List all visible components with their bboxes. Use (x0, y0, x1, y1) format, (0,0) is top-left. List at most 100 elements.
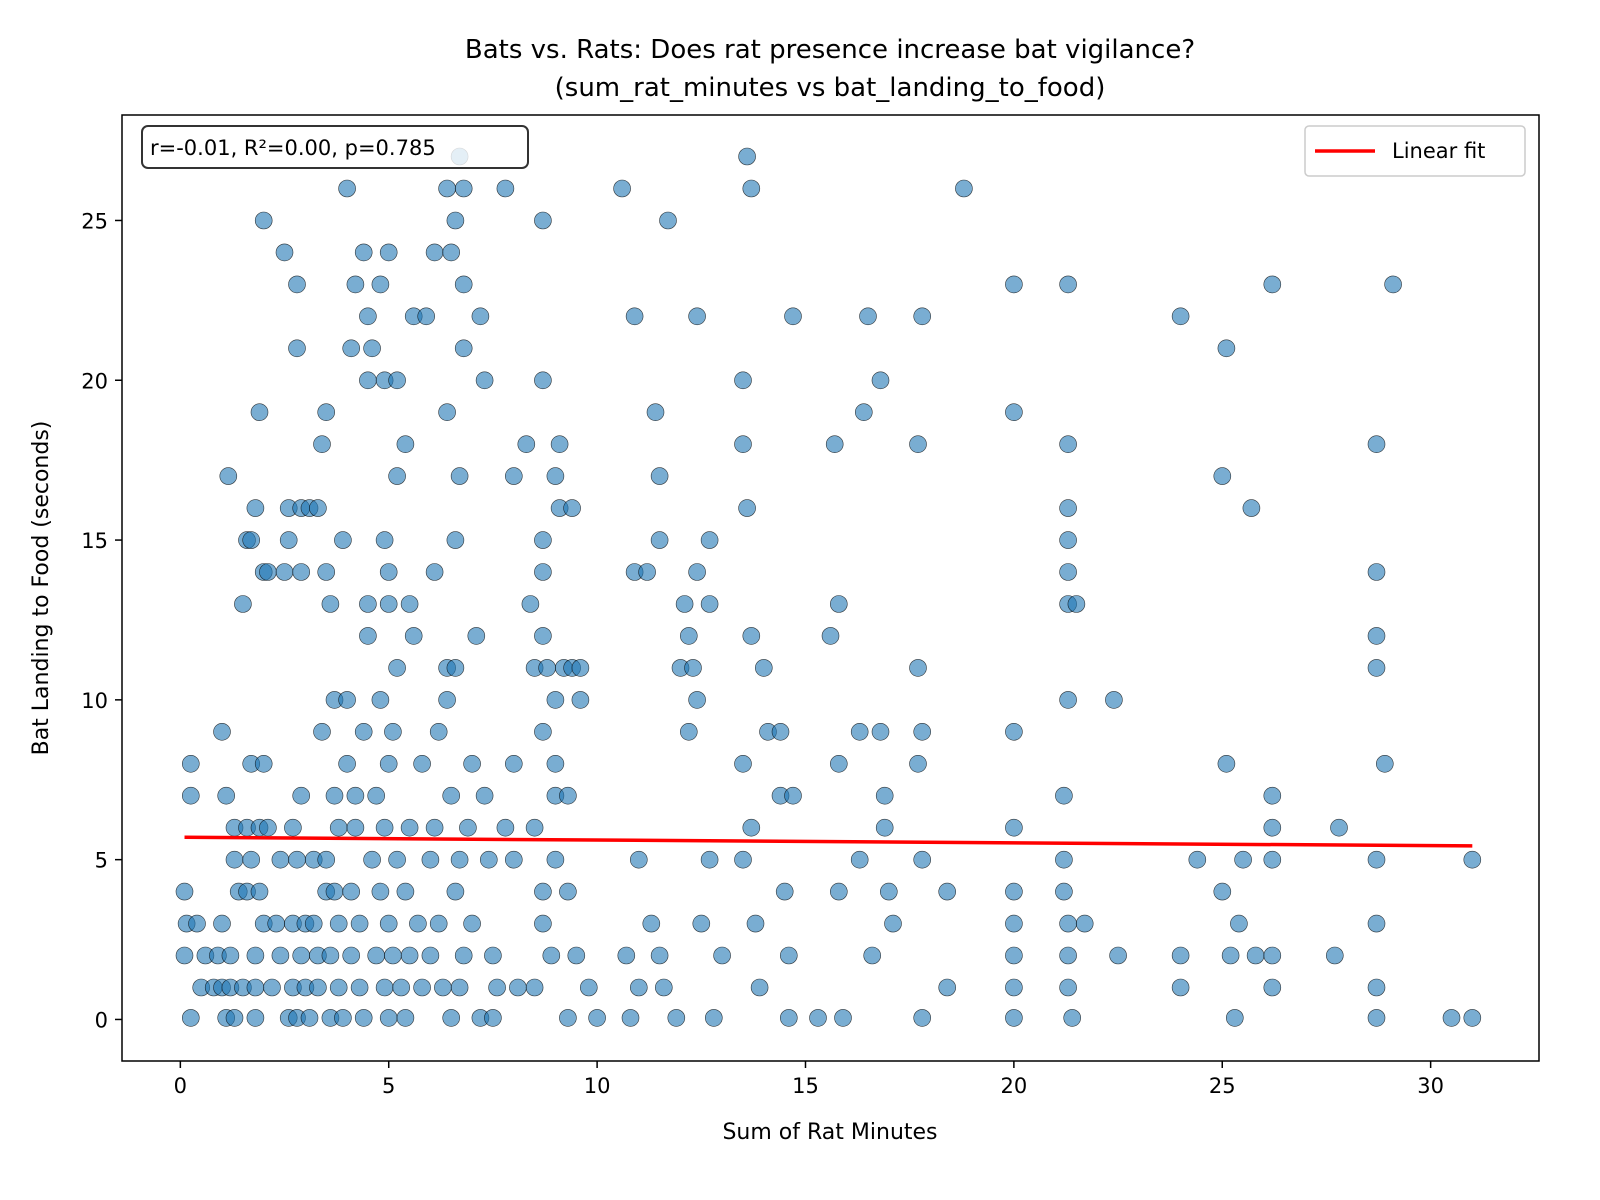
y-tick-label: 0 (95, 1008, 108, 1032)
data-point (182, 786, 200, 805)
x-tick-label: 20 (1001, 1074, 1028, 1098)
data-point (359, 627, 377, 645)
data-point (734, 850, 752, 869)
data-point (354, 722, 373, 741)
data-point (629, 850, 648, 869)
data-point (234, 595, 252, 613)
data-point (1242, 499, 1261, 517)
data-point (688, 563, 706, 581)
data-point (704, 1009, 723, 1027)
data-point (771, 722, 790, 741)
data-point (342, 946, 361, 965)
x-axis-label: Sum of Rat Minutes (722, 1120, 937, 1145)
data-point (738, 499, 756, 517)
data-point (734, 435, 752, 454)
data-point (221, 946, 240, 965)
data-point (559, 786, 577, 805)
stats-annotation-box: r=-0.01, R²=0.00, p=0.785 (141, 125, 529, 169)
data-point (913, 307, 932, 326)
data-point (371, 882, 390, 901)
data-point (913, 722, 932, 741)
data-point (538, 659, 556, 677)
data-point (854, 403, 873, 422)
data-point (1005, 946, 1023, 965)
data-point (463, 914, 481, 933)
data-point (546, 691, 565, 709)
data-point (325, 786, 344, 805)
data-point (384, 722, 402, 741)
data-point (425, 818, 444, 837)
data-point (359, 307, 377, 326)
data-point (363, 339, 381, 358)
data-point (217, 786, 235, 805)
data-point (1067, 595, 1086, 613)
data-point (182, 754, 200, 773)
data-point (504, 467, 523, 485)
data-point (1059, 435, 1077, 454)
data-point (454, 339, 473, 358)
data-point (1263, 275, 1282, 294)
data-point (738, 147, 756, 166)
data-point (613, 179, 631, 198)
data-point (534, 371, 552, 390)
data-point (271, 946, 290, 965)
data-point (329, 914, 348, 933)
y-tick-label: 5 (95, 849, 108, 873)
data-point (1367, 563, 1386, 581)
data-point (275, 243, 294, 262)
data-point (379, 1009, 398, 1027)
data-point (392, 978, 411, 997)
data-point (367, 786, 386, 805)
data-point (1005, 818, 1023, 837)
data-point (571, 691, 590, 709)
data-point (700, 850, 719, 869)
data-point (684, 659, 702, 677)
data-point (1059, 275, 1077, 294)
data-point (1367, 914, 1386, 933)
plot-frame (121, 114, 1540, 1062)
data-point (750, 978, 769, 997)
data-point (175, 946, 194, 965)
data-point (259, 818, 277, 837)
data-point (1263, 978, 1282, 997)
data-point (404, 627, 423, 645)
data-point (1384, 275, 1402, 294)
data-point (534, 914, 552, 933)
data-point (875, 786, 894, 805)
data-point (546, 467, 565, 485)
data-point (317, 850, 336, 869)
data-point (809, 1009, 827, 1027)
data-point (1330, 818, 1348, 837)
data-point (542, 946, 561, 965)
data-point (834, 1009, 852, 1027)
data-point (850, 850, 869, 869)
data-point (1263, 786, 1282, 805)
data-point (1005, 914, 1023, 933)
data-points (175, 147, 1482, 1027)
data-point (288, 339, 306, 358)
data-point (384, 946, 402, 965)
data-point (242, 850, 260, 869)
data-point (1263, 850, 1282, 869)
data-point (629, 978, 648, 997)
data-point (459, 818, 477, 837)
data-point (1063, 1009, 1081, 1027)
data-point (521, 595, 540, 613)
data-point (563, 499, 581, 517)
y-tick-label: 25 (81, 209, 108, 233)
data-point (621, 1009, 640, 1027)
data-point (379, 563, 398, 581)
data-point (219, 467, 238, 485)
data-point (1059, 946, 1077, 965)
data-point (1234, 850, 1252, 869)
data-point (1059, 499, 1077, 517)
data-point (504, 754, 523, 773)
chart-title: Bats vs. Rats: Does rat presence increas… (465, 35, 1195, 65)
data-point (329, 978, 348, 997)
data-point (338, 179, 356, 198)
data-point (271, 850, 290, 869)
data-point (175, 882, 194, 901)
data-point (371, 691, 390, 709)
data-point (1367, 627, 1386, 645)
data-point (546, 754, 565, 773)
